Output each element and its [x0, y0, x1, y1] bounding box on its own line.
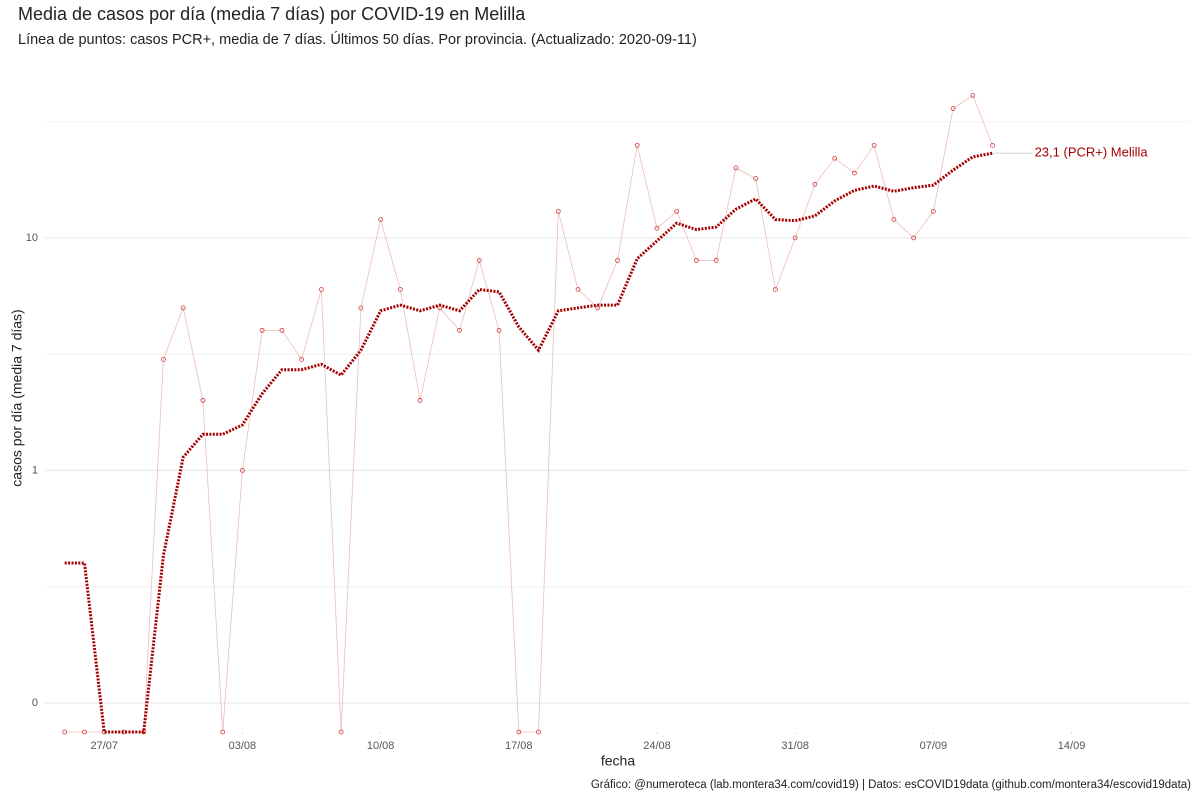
raw-point: [575, 287, 581, 292]
raw-line: [64, 94, 993, 733]
raw-point: [555, 208, 561, 214]
y-tick-label: 0: [32, 697, 38, 709]
raw-point: [180, 305, 186, 311]
raw-point: [950, 106, 956, 111]
raw-point: [397, 287, 403, 292]
average-line: [64, 151, 993, 734]
raw-point: [476, 258, 482, 263]
raw-point: [240, 468, 245, 473]
raw-point: [812, 181, 818, 187]
raw-point: [911, 235, 917, 241]
raw-point: [792, 235, 798, 241]
annotation: 23,1 (PCR+) Melilla: [1035, 145, 1149, 160]
x-tick-label: 10/08: [367, 740, 395, 752]
x-tick-label: 24/08: [643, 740, 671, 752]
y-tick-label: 10: [26, 232, 38, 244]
raw-point: [753, 176, 759, 181]
raw-point: [457, 328, 462, 333]
raw-point: [378, 217, 384, 222]
raw-point: [891, 217, 897, 222]
chart-title: Media de casos por día (media 7 días) po…: [18, 4, 526, 24]
raw-point: [259, 328, 265, 333]
y-tick-label: 1: [32, 464, 38, 476]
x-tick-label: 27/07: [90, 740, 118, 752]
raw-point: [990, 142, 995, 148]
raw-point: [851, 170, 857, 176]
raw-point: [634, 142, 640, 148]
y-axis-label: casos por día (media 7 días): [9, 309, 25, 486]
raw-point: [970, 93, 976, 98]
raw-point: [82, 729, 87, 735]
x-tick-label: 14/09: [1058, 740, 1086, 752]
raw-point: [338, 729, 344, 735]
raw-point: [733, 165, 739, 171]
raw-point: [654, 225, 660, 231]
x-tick-label: 31/08: [781, 740, 809, 752]
x-axis-label: fecha: [601, 753, 635, 769]
raw-point: [417, 398, 423, 403]
raw-point: [615, 258, 620, 263]
caption: Gráfico: @numeroteca (lab.montera34.com/…: [591, 779, 1191, 791]
raw-point: [62, 729, 68, 735]
raw-point: [930, 208, 936, 214]
raw-point: [773, 287, 778, 292]
raw-point: [694, 258, 699, 263]
raw-point: [220, 729, 226, 735]
raw-point: [536, 729, 541, 735]
raw-point: [516, 729, 522, 735]
raw-point: [713, 258, 719, 263]
x-tick-label: 17/08: [505, 740, 533, 752]
raw-point: [674, 208, 680, 214]
raw-point: [318, 287, 324, 292]
chart-subtitle: Línea de puntos: casos PCR+, media de 7 …: [18, 31, 697, 48]
raw-point: [358, 305, 364, 311]
raw-point: [200, 398, 206, 403]
raw-point: [299, 357, 305, 362]
raw-point: [496, 328, 502, 333]
raw-point: [161, 357, 166, 362]
raw-point: [279, 328, 285, 333]
raw-point: [832, 155, 838, 161]
x-tick-label: 07/09: [920, 740, 948, 752]
x-tick-label: 03/08: [229, 740, 257, 752]
raw-point: [871, 142, 877, 148]
